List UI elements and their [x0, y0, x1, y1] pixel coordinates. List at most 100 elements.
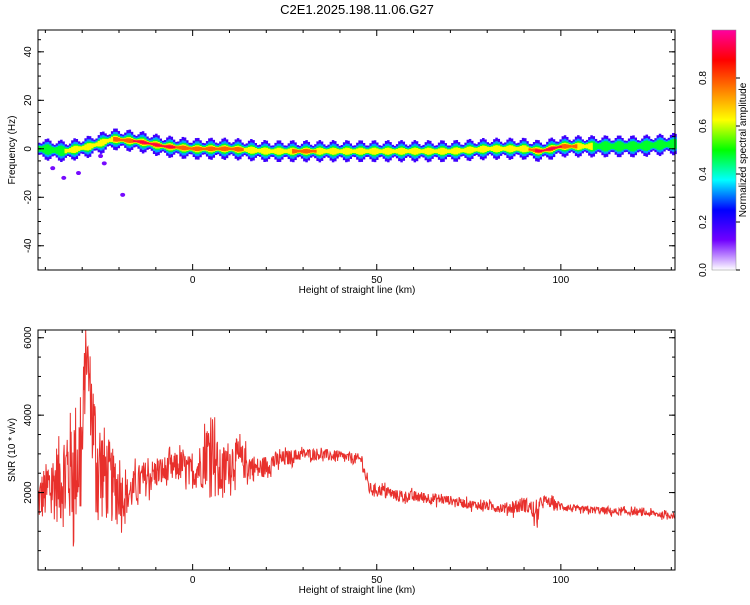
spectrogram-cell [66, 148, 70, 153]
spectrogram-cell [307, 149, 311, 154]
snr-xtick-label: 0 [190, 575, 196, 586]
snr-ylabel: SNR (10 * v/v) [7, 418, 18, 482]
spectrogram-cell [221, 146, 224, 151]
spectrogram-cell [75, 145, 79, 153]
spectrogram-cell [208, 146, 211, 152]
spectrogram-cell [197, 146, 200, 152]
spectrogram-cell [294, 149, 297, 154]
spectrogram-cell [612, 143, 615, 150]
spectrogram-cell [541, 149, 545, 152]
spectrogram-cell [358, 147, 361, 155]
spectrogram-cell [616, 141, 620, 152]
spectrogram-cell [170, 145, 174, 149]
spectrogram-cell [289, 147, 293, 155]
spectrogram-cell [479, 146, 483, 153]
spectrogram-cell [331, 147, 335, 155]
spectrogram-cell [473, 147, 476, 152]
spectrogram-cell [557, 146, 560, 148]
spectrogram-cell [163, 145, 167, 148]
spectrogram-cell [227, 147, 231, 151]
spectrogram-cell [252, 146, 255, 154]
spectrogram-cell [459, 148, 463, 153]
spectrogram-cell [466, 146, 470, 154]
spectrogram-cell [495, 145, 498, 153]
spectrogram-cell [583, 144, 587, 149]
spectrogram-ticks: 0 50 100 -40 -20 0 20 40 [23, 30, 675, 286]
spectrogram-cell [68, 148, 72, 153]
snr-ticks: 0 50 100 2000 4000 6000 [23, 326, 675, 586]
spectrogram-cell [649, 142, 653, 149]
spectrogram-cell [382, 148, 386, 154]
snr-frame [37, 329, 676, 571]
spectrogram-cell [325, 149, 328, 153]
spectrogram-cell [376, 148, 379, 155]
spectrogram-cell [404, 149, 408, 154]
spectrogram-cell [636, 143, 640, 150]
spectrogram-cell [623, 143, 626, 150]
spectrogram-cell [254, 148, 258, 153]
spectrogram-cell [121, 138, 125, 142]
spectrogram-frame [37, 29, 676, 271]
spectrogram-cell [199, 146, 202, 151]
spectrogram-cell [256, 148, 260, 153]
spectrogram-cell [223, 146, 227, 152]
spectrogram-cell [373, 147, 377, 155]
spectrogram-cell [634, 142, 638, 151]
spectrogram-cell [364, 149, 368, 154]
spectrogram-cell [625, 143, 629, 150]
spectrogram-cell [574, 144, 578, 149]
spectrogram-cell [210, 146, 213, 152]
spectrogram-cell [581, 144, 584, 149]
spectrogram-cell [329, 148, 333, 155]
spectrogram-cell [201, 147, 204, 151]
snr-panel: 0 50 100 2000 4000 6000 Height of straight li… [7, 326, 676, 596]
spectrogram-cell [152, 143, 156, 146]
spectrogram-ytick-label: 40 [23, 46, 34, 58]
spectrogram-cell [497, 145, 501, 153]
spectrogram-cell [349, 148, 353, 154]
spectrogram-cell [203, 147, 207, 150]
spectrogram-cell [194, 146, 198, 152]
spectrogram-cell [73, 145, 76, 154]
spectrogram-cell [64, 148, 68, 154]
spectrogram-cell [515, 147, 518, 151]
spectrogram-cell [647, 141, 651, 150]
spectrogram-cell [446, 149, 450, 154]
spectrogram-cell [113, 136, 116, 142]
spectrogram-cell [535, 149, 538, 152]
colorbar: 0.0 0.2 0.4 0.6 0.8 Normalized spectral ampl… [698, 29, 749, 277]
spectrogram-cell [53, 147, 56, 153]
spectrogram-cell [285, 149, 288, 154]
spectrogram-cell [437, 148, 441, 155]
spectrogram-cell [314, 149, 317, 153]
spectrogram-cell [181, 145, 185, 151]
spectrogram-cell [656, 140, 660, 150]
spectrogram-cell [212, 146, 216, 151]
spectrogram-cell [110, 136, 114, 142]
spectrogram-blob [98, 154, 104, 159]
spectrogram-cell [506, 145, 509, 152]
spectrogram-cell [457, 147, 461, 154]
spectrogram-cell [389, 148, 392, 155]
spectrogram-cell [413, 147, 417, 155]
spectrogram-cell [645, 140, 649, 151]
spectrogram-cell [135, 140, 138, 142]
spectrogram-cell [475, 147, 478, 152]
spectrogram-cell [488, 147, 492, 151]
spectrogram-cell [658, 139, 662, 151]
spectrogram-cell [327, 149, 330, 154]
spectrogram-cell [205, 147, 209, 151]
spectrogram-cell [435, 149, 439, 154]
spectrogram-cell [486, 146, 489, 152]
spectrogram-cell [60, 145, 63, 157]
colorbar-tick-label: 0.4 [698, 167, 709, 181]
spectrogram-cell [464, 147, 467, 153]
colorbar-ticks: 0.0 0.2 0.4 0.6 0.8 [698, 71, 740, 277]
spectrogram-cell [322, 148, 326, 154]
spectrogram-cell [621, 142, 624, 151]
spectrogram-cell [102, 138, 105, 146]
spectrogram-cell [554, 146, 558, 149]
colorbar-label: Normalized spectral amplitude [738, 82, 749, 217]
spectrogram-cell [318, 147, 322, 155]
